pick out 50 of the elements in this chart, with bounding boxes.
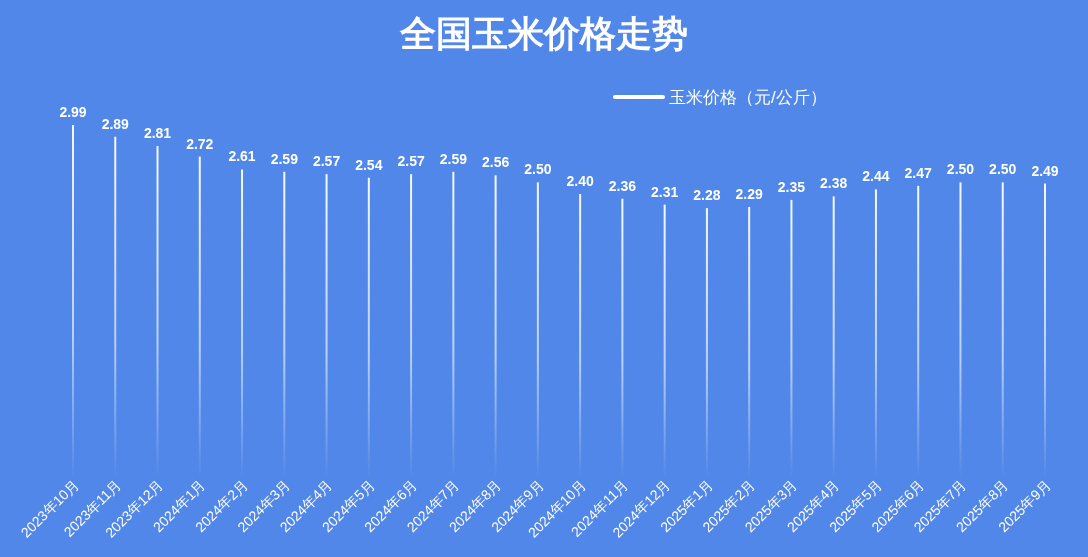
bar [1044,183,1046,475]
bar [283,171,286,475]
data-label: 2.72 [186,135,214,152]
bar [959,182,962,475]
bar [198,156,201,475]
data-label: 2.59 [270,150,299,167]
data-label: 2.56 [481,154,510,171]
data-label: 2.47 [904,164,933,181]
bar [832,196,835,475]
data-label: 2.38 [820,175,848,192]
data-label: 2.61 [228,148,256,165]
data-label: 2.50 [989,161,1017,178]
bar [748,206,751,475]
data-label: 2.59 [439,150,468,167]
bar [72,125,74,475]
data-label: 2.35 [777,178,806,195]
bar [494,175,497,475]
data-label: 2.36 [608,177,637,194]
bar [621,198,624,475]
data-label: 2.29 [735,185,764,202]
data-label: 2.28 [693,187,721,204]
bar [410,174,413,475]
bar [663,204,666,475]
data-label: 2.40 [566,173,594,190]
bar [114,136,117,475]
bar [705,208,708,475]
data-label: 2.44 [862,168,890,185]
bar [917,185,920,475]
data-label: 2.81 [143,125,172,142]
data-label: 2.57 [397,153,425,170]
bar [1001,182,1004,475]
data-label: 2.50 [946,161,975,178]
bar [156,146,159,475]
data-label: 2.49 [1031,162,1059,179]
bar [325,174,328,475]
legend-label: 玉米价格（元/公斤） [669,88,827,107]
bar [874,189,877,475]
bar [579,194,582,475]
data-label: 2.31 [651,183,679,200]
data-label: 2.54 [355,156,383,173]
bar [790,199,793,475]
chart-title: 全国玉米价格走势 [399,13,688,54]
bar [536,182,539,475]
bar [452,171,455,475]
data-label: 2.89 [101,115,130,132]
bar [367,177,370,475]
data-label: 2.50 [524,161,552,178]
bar [241,169,244,475]
data-label: 2.99 [59,104,87,120]
data-label: 2.57 [312,153,341,170]
